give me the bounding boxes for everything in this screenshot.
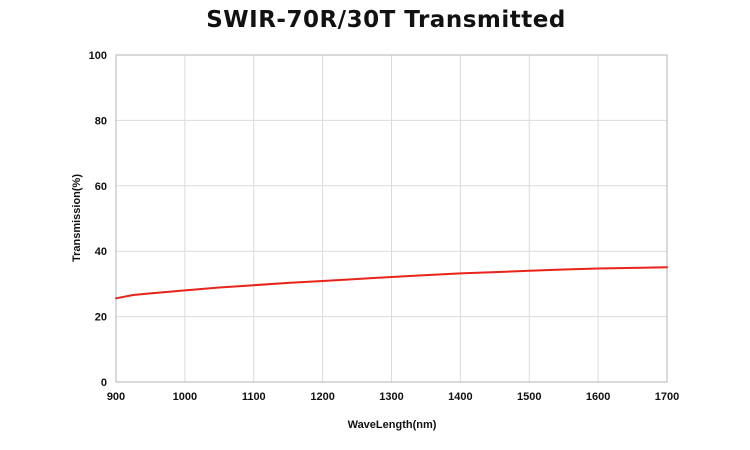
y-tick-label: 60 (95, 181, 107, 193)
x-tick-label: 1200 (310, 391, 334, 403)
x-tick-label: 1000 (173, 391, 197, 403)
y-tick-labels: 0 20 40 60 80 100 (89, 50, 107, 389)
x-tick-labels: 900 1000 1100 1200 1300 1400 1500 1600 1700 (107, 391, 679, 403)
x-axis-label: WaveLength(nm) (348, 419, 437, 431)
x-tick-label: 1500 (517, 391, 541, 403)
series-layer (115, 266, 668, 300)
plot-frame (115, 54, 668, 383)
chart-title: SWIR-70R/30T Transmitted (206, 7, 566, 33)
x-tick-label: 1400 (448, 391, 472, 403)
transmission-series-line (115, 266, 668, 300)
y-tick-label: 0 (101, 377, 107, 389)
y-tick-label: 20 (95, 312, 107, 324)
x-tick-label: 1100 (242, 391, 266, 403)
x-tick-label: 900 (107, 391, 125, 403)
y-tick-label: 40 (95, 246, 107, 258)
y-tick-label: 100 (89, 50, 107, 62)
y-tick-label: 80 (95, 115, 107, 127)
x-tick-label: 1300 (379, 391, 403, 403)
y-axis-label: Transmission(%) (71, 174, 83, 262)
x-tick-label: 1600 (586, 391, 610, 403)
x-tick-label: 1700 (655, 391, 679, 403)
grid-lines (115, 54, 668, 383)
